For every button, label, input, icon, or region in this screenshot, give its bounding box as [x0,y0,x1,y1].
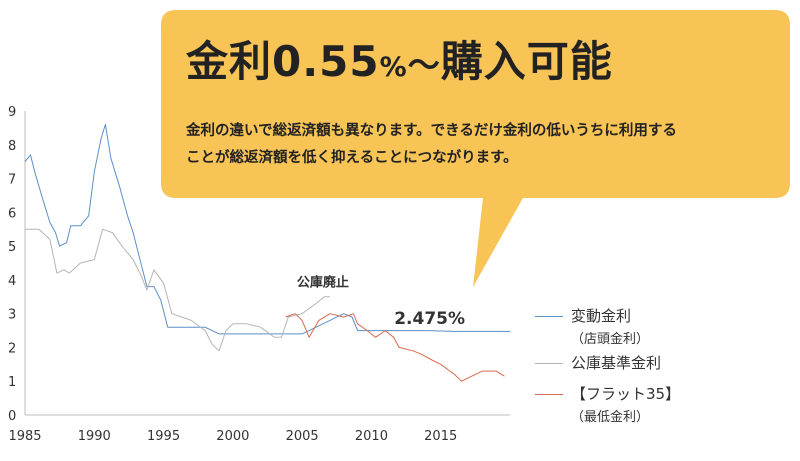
speech-bubble [161,10,790,287]
legend-swatch-koko [535,363,563,364]
bubble-title-wave: ～ [407,46,441,84]
legend-label-flat35: 【フラット35】 [571,385,681,403]
y-tick-labels: 0 1 2 3 4 5 6 7 8 9 [8,105,16,424]
x-tick-labels: 1985 1990 1995 2000 2005 2010 2015 [8,429,457,444]
legend-item-flat35: 【フラット35】 （最低金利） [535,383,680,425]
legend-item-koko-rate: 公庫基準金利 [535,352,661,373]
y-tick-label: 5 [8,240,16,255]
x-tick-label: 1985 [8,429,41,444]
y-tick-label: 9 [8,105,16,120]
y-tick-label: 4 [8,274,16,289]
series-line-2 [285,313,505,382]
series-lines [24,124,510,382]
bubble-title: 金利0.55%～購入可能 [186,28,746,89]
x-tick-label: 1990 [78,429,111,444]
x-tick-label: 2015 [424,429,457,444]
bubble-body-line-2: ことが総返済額を低く抑えることにつながります。 [186,150,518,166]
annotation-current-rate: 2.475% [394,309,465,329]
legend-swatch-flat35 [535,394,563,395]
y-tick-label: 2 [8,341,16,356]
y-tick-label: 3 [8,308,16,323]
y-tick-label: 8 [8,139,16,154]
x-tick-label: 2000 [216,429,249,444]
x-tick-label: 2010 [355,429,388,444]
legend-label-variable: 変動金利 [571,307,632,325]
legend-sublabel-variable: （店頭金利） [571,332,650,347]
x-tick-label: 2005 [286,429,319,444]
bubble-title-main: 金利0.55 [186,37,380,86]
legend-label-koko: 公庫基準金利 [571,354,662,372]
y-tick-label: 7 [8,173,16,188]
series-line-1 [25,228,330,352]
bubble-title-percent: % [379,52,408,83]
x-tick-label: 1995 [147,429,180,444]
bubble-title-tail: 購入可能 [440,37,613,86]
y-tick-label: 1 [8,375,16,390]
legend-sublabel-flat35: （最低金利） [571,410,650,425]
series-line-0 [24,124,510,335]
bubble-body: 金利の違いで総返済額も異なります。できるだけ金利の低いうちに利用する ことが総返… [186,118,766,172]
annotation-koko-haishi: 公庫廃止 [297,275,349,291]
bubble-body-line-1: 金利の違いで総返済額も異なります。できるだけ金利の低いうちに利用する [186,123,677,139]
legend-item-variable-rate: 変動金利 （店頭金利） [535,305,649,347]
y-tick-label: 6 [8,206,16,221]
y-tick-label: 0 [8,409,16,424]
legend-swatch-variable [535,316,563,317]
